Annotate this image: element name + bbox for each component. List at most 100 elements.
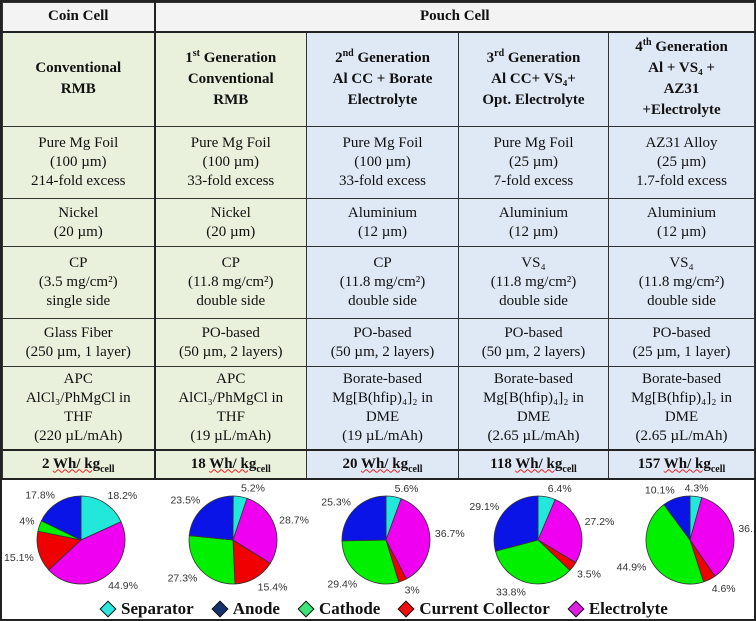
cell-line: CP [373, 255, 392, 271]
cell-line: (12 µm) [656, 223, 707, 240]
generation-line: Al CC+ VS₄+ [491, 70, 576, 87]
cathode-row: CP (3.5 mg/cm²) single side CP (11.8 mg/cm²)… [2, 246, 756, 319]
cell-line: Mg[B(hfip)₄]₂ in [332, 389, 433, 406]
cell-line: PO-based [201, 324, 260, 341]
cell-line: double side [499, 293, 568, 309]
generation-cell: 1st Generation Conventional RMB [154, 31, 307, 127]
cell-line: double side [647, 293, 716, 309]
table-cell: Pure Mg Foil (25 µm) 7-fold excess [458, 126, 609, 199]
cell-line: AZ31 Alloy [645, 135, 718, 151]
pie-chart: 4.3% 36.1% 4.6% 44.9% 10.1% [617, 482, 754, 594]
generation-line: Conventional [35, 60, 122, 77]
cell-line: (19 µL/mAh) [342, 427, 423, 444]
cell-line: PO-based [652, 324, 711, 341]
anode-row: Pure Mg Foil (100 µm) 214-fold excess Pure … [2, 126, 756, 199]
cell-line: VS₄ [521, 255, 546, 271]
pie-slice-separator [80, 495, 122, 541]
cell-line: 33-fold excess [338, 173, 427, 189]
cell-line: (20 µm) [206, 223, 256, 240]
energy-unit: Wh/ kgcell [515, 455, 577, 475]
cell-line: (11.8 mg/cm²) [638, 274, 725, 290]
cell-line: (100 µm) [354, 154, 411, 170]
table-cell: Pure Mg Foil (100 µm) 33-fold excess [306, 126, 459, 199]
energy-unit: Wh/ kgcell [663, 455, 726, 475]
pie-label: 4% [19, 515, 34, 527]
legend-diamond-icon [297, 600, 315, 617]
generation-word: Generation [199, 49, 277, 66]
pie-label: 29.4% [327, 579, 357, 591]
cell-line: Pure Mg Foil [190, 135, 271, 151]
pie-label: 44.9% [617, 561, 647, 573]
legend-item: Current Collector [397, 599, 550, 618]
table-cell: Aluminium (12 µm) [458, 198, 609, 247]
table-cell: APC AlCl₃/PhMgCl in THF (19 µL/mAh) [154, 366, 307, 450]
pie-chart: 5.2% 28.7% 15.4% 27.3% 23.5% [168, 483, 309, 594]
pie-label: 29.1% [469, 501, 499, 513]
cell-line: (250 µm, 1 layer) [25, 343, 131, 360]
table-cell: Borate-based Mg[B(hfip)₄]₂ in DME (2.65 µL/… [607, 366, 756, 450]
generation-number: 4 [635, 39, 643, 56]
table-cell: AZ31 Alloy (25 µm) 1.7-fold excess [607, 126, 756, 199]
generation-number: 3 [486, 49, 495, 66]
generation-line: RMB [60, 81, 96, 98]
cell-line: (12 µm) [357, 223, 408, 240]
cell-line: PO-based [353, 324, 412, 341]
generation-line: Al + VS₄ + [648, 60, 715, 77]
generation-line: +Electrolyte [642, 102, 721, 119]
legend-diamond-icon [567, 600, 585, 617]
generation-line: Conventional [187, 70, 274, 87]
cell-line: (25 µm, 1 layer) [632, 343, 731, 360]
legend-label: Anode [232, 599, 280, 618]
cell-line: (2.65 µL/mAh) [635, 427, 728, 444]
cell-line: 1.7-fold excess [636, 173, 727, 189]
generation-title: 3rd Generation [461, 48, 606, 69]
pie-slice-cathode [188, 535, 236, 585]
pie-label: 3% [405, 584, 420, 596]
pie-label: 27.3% [168, 573, 198, 585]
generation-title: 1st Generation [158, 48, 305, 69]
pie-label: 3.5% [577, 569, 601, 581]
cell-line: 214-fold excess [30, 173, 126, 189]
energy-density-cell: 157 Wh/ kgcell [607, 448, 756, 480]
pie-label: 5.6% [395, 483, 419, 495]
pie-label: 28.7% [279, 515, 309, 527]
energy-density-cell: 18 Wh/ kgcell [154, 448, 307, 480]
pie-slice-anode [341, 495, 387, 542]
mass-breakdown-pies: 18.2% 44.9% 15.1% 4% 17.8% 5.2% 28.7% 15.4% 27.3… [4, 482, 754, 598]
table-cell: CP (3.5 mg/cm²) single side [2, 246, 156, 319]
table-cell: CP (11.8 mg/cm²) double side [306, 246, 459, 319]
legend-diamond-icon [211, 600, 229, 617]
cell-line: double side [348, 293, 417, 309]
cell-line: DME [664, 408, 699, 425]
pie-slice-anode [663, 495, 691, 542]
current-collector-row: Nickel (20 µm) Nickel (20 µm) Aluminium (12 µ… [2, 198, 756, 247]
pie-label: 6.4% [548, 483, 572, 495]
table-cell: Borate-based Mg[B(hfip)₄]₂ in DME (2.65 µL/… [458, 366, 609, 450]
cell-line: (12 µm) [508, 223, 559, 240]
cell-line: VS₄ [669, 255, 694, 271]
pie-label: 36.1% [738, 523, 754, 535]
table-cell: VS₄ (11.8 mg/cm²) double side [458, 246, 609, 319]
table-cell: CP (11.8 mg/cm²) double side [154, 246, 307, 319]
cell-line: (25 µm) [508, 154, 559, 170]
table-cell: Glass Fiber (250 µm, 1 layer) [2, 318, 156, 367]
pie-label: 33.8% [496, 586, 526, 598]
energy-unit: Wh/ kgcell [52, 455, 115, 475]
energy-unit-subscript: cell [408, 463, 423, 475]
generation-cell: Conventional RMB [2, 31, 156, 127]
legend-label: Current Collector [419, 599, 550, 618]
cell-line: (50 µm, 2 layers) [481, 343, 586, 360]
legend-label: Cathode [318, 599, 381, 618]
cell-line: (19 µL/mAh) [190, 427, 272, 444]
energy-density-cell: 118 Wh/ kgcell [458, 448, 609, 480]
pie-label: 5.2% [241, 483, 265, 495]
cell-line: Pure Mg Foil [493, 135, 574, 151]
pie-label: 36.7% [435, 528, 465, 540]
pie-label: 15.4% [258, 581, 288, 593]
cell-line: (3.5 mg/cm²) [38, 274, 118, 290]
cell-line: Glass Fiber [43, 324, 113, 341]
cell-comparison-table: Coin Cell Pouch Cell Conventional RMB 1st … [2, 2, 756, 480]
energy-unit-subscript: cell [256, 463, 271, 475]
legend-item: Electrolyte [567, 599, 668, 618]
